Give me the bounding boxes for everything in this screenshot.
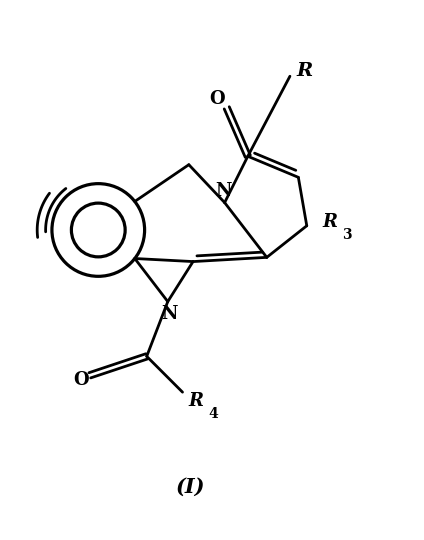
Text: O: O — [209, 90, 225, 107]
Text: (I): (I) — [176, 477, 206, 497]
Text: R: R — [189, 393, 204, 410]
Text: O: O — [73, 372, 88, 389]
Text: N: N — [161, 305, 178, 323]
Text: R: R — [322, 213, 338, 232]
Text: R: R — [296, 62, 313, 80]
Text: 4: 4 — [208, 407, 218, 421]
Text: 3: 3 — [342, 228, 351, 242]
Text: N: N — [215, 182, 232, 200]
